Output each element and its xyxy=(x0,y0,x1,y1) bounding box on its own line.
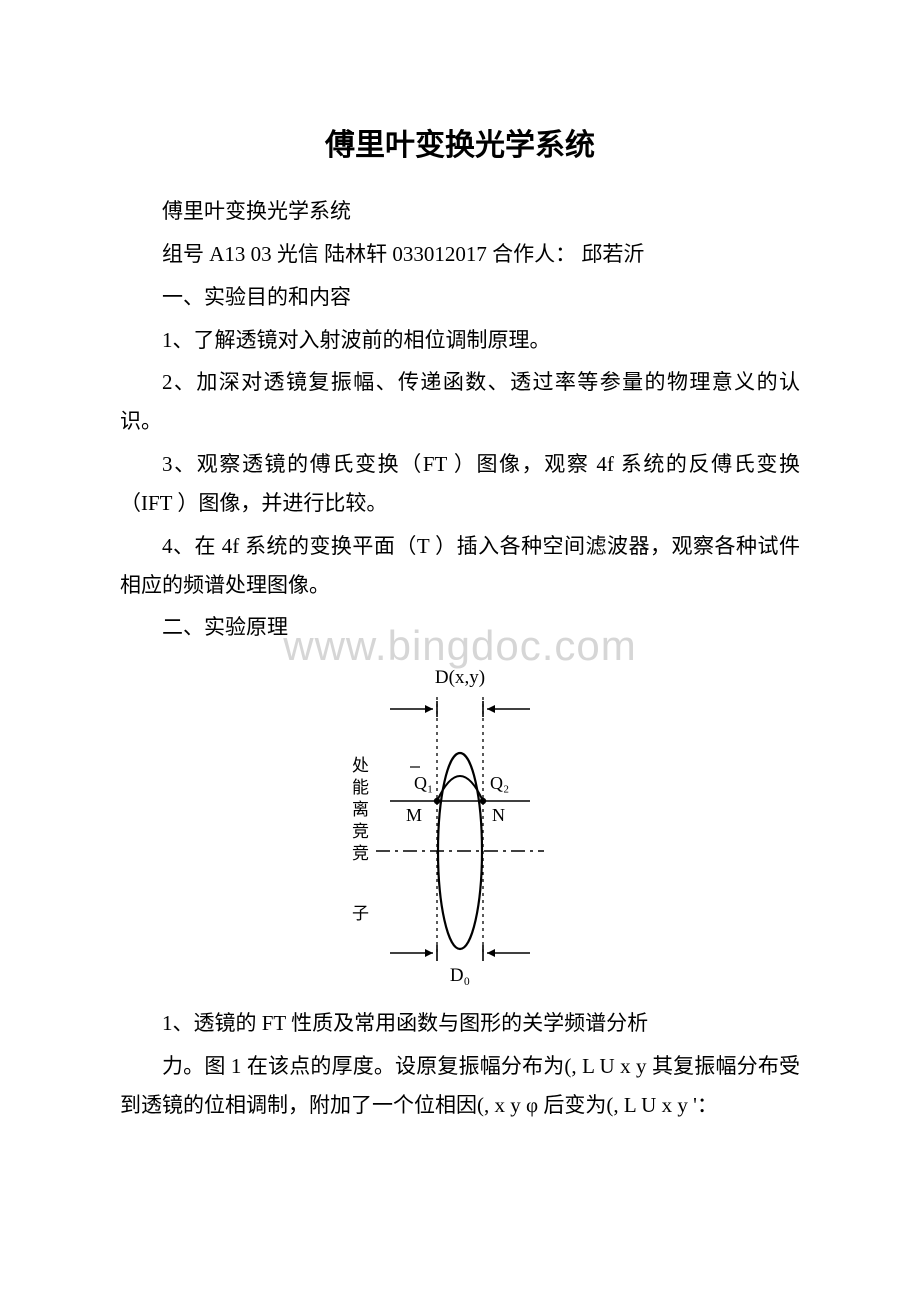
side-label-3: 竞 xyxy=(352,822,369,841)
fig-q1: Q₁ xyxy=(414,773,433,793)
side-label-1: 能 xyxy=(352,778,369,797)
document-content: 傅里叶变换光学系统 傅里叶变换光学系统 组号 A13 03 光信 陆林轩 033… xyxy=(120,120,800,1125)
lens-diagram-svg: 处 能 离 竞 竞 子 D(x,y) xyxy=(330,661,590,991)
side-label-0: 处 xyxy=(352,756,369,775)
paragraph-6: 3、观察透镜的傅氏变换（FT ）图像，观察 4f 系统的反傅氏变换（IFT ）图… xyxy=(120,445,800,523)
paragraph-4: 1、了解透镜对入射波前的相位调制原理。 xyxy=(120,321,800,360)
bot-arrow-left-head xyxy=(425,949,433,957)
top-arrow-left-head xyxy=(425,705,433,713)
fig-top-label: D(x,y) xyxy=(435,667,485,688)
side-label-4: 竞 xyxy=(352,844,369,863)
fig-n: N xyxy=(492,805,505,825)
fig-q2: Q₂ xyxy=(490,773,509,793)
paragraph-8: 二、实验原理 xyxy=(120,608,800,647)
node-q2 xyxy=(480,798,486,804)
paragraph-1: 傅里叶变换光学系统 xyxy=(120,192,800,231)
lens-figure: 处 能 离 竞 竞 子 D(x,y) xyxy=(120,661,800,996)
paragraph-9: 1、透镜的 FT 性质及常用函数与图形的关学频谱分析 xyxy=(120,1004,800,1043)
fig-bottom-label: D₀ xyxy=(450,965,470,986)
paragraph-5: 2、加深对透镜复振幅、传递函数、透过率等参量的物理意义的认识。 xyxy=(120,363,800,441)
node-q1 xyxy=(434,798,440,804)
bot-arrow-right-head xyxy=(487,949,495,957)
document-title: 傅里叶变换光学系统 xyxy=(120,120,800,164)
side-label-5: 子 xyxy=(352,904,369,923)
paragraph-3: 一、实验目的和内容 xyxy=(120,278,800,317)
top-arrow-right-head xyxy=(487,705,495,713)
paragraph-10: 力。图 1 在该点的厚度。设原复振幅分布为(, L U x y 其复振幅分布受到… xyxy=(120,1047,800,1125)
document-page: www.bingdoc.com 傅里叶变换光学系统 傅里叶变换光学系统 组号 A… xyxy=(0,0,920,1302)
paragraph-2: 组号 A13 03 光信 陆林轩 033012017 合作人： 邱若沂 xyxy=(120,235,800,274)
paragraph-7: 4、在 4f 系统的变换平面（T ）插入各种空间滤波器，观察各种试件相应的频谱处… xyxy=(120,527,800,605)
fig-m: M xyxy=(406,805,422,825)
side-label-2: 离 xyxy=(352,800,369,819)
